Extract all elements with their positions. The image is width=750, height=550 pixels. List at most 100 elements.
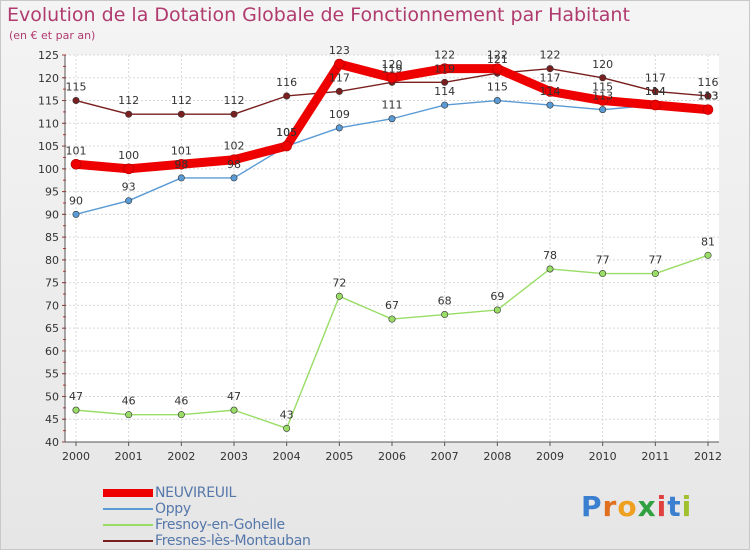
data-label: 101 bbox=[171, 144, 192, 157]
data-point bbox=[72, 97, 80, 105]
data-point bbox=[123, 163, 134, 175]
data-label: 102 bbox=[224, 140, 245, 153]
y-tick-label: 85 bbox=[45, 231, 59, 244]
data-point bbox=[177, 110, 185, 118]
data-label: 90 bbox=[69, 194, 83, 207]
data-label: 122 bbox=[487, 49, 508, 62]
data-label: 69 bbox=[490, 290, 504, 303]
data-point bbox=[704, 92, 712, 100]
data-point bbox=[335, 124, 343, 132]
data-label: 123 bbox=[329, 44, 350, 57]
logo-letter: P bbox=[581, 490, 603, 523]
data-point bbox=[702, 104, 714, 115]
legend-label: NEUVIREUIL bbox=[155, 485, 237, 501]
data-label: 81 bbox=[701, 235, 715, 248]
data-label: 117 bbox=[645, 71, 666, 84]
data-label: 114 bbox=[434, 85, 455, 98]
data-label: 78 bbox=[543, 249, 557, 262]
x-tick-label: 2006 bbox=[378, 450, 406, 463]
data-point bbox=[230, 110, 238, 118]
y-tick-label: 55 bbox=[45, 368, 59, 381]
data-point bbox=[493, 306, 501, 314]
logo-letter: t bbox=[667, 490, 682, 523]
data-point bbox=[650, 99, 661, 111]
data-point bbox=[492, 63, 503, 74]
data-point bbox=[493, 97, 501, 105]
data-label: 109 bbox=[329, 108, 350, 121]
legend-label: Fresnoy-en-Gohelle bbox=[155, 517, 285, 533]
chart-title: Evolution de la Dotation Globale de Fonc… bbox=[7, 4, 630, 26]
data-label: 113 bbox=[698, 90, 719, 103]
y-tick-label: 100 bbox=[38, 163, 59, 176]
data-label: 111 bbox=[382, 99, 403, 112]
y-tick-label: 75 bbox=[45, 277, 59, 290]
data-label: 105 bbox=[276, 126, 297, 139]
data-point bbox=[546, 101, 554, 109]
y-tick-label: 45 bbox=[45, 413, 59, 426]
data-point bbox=[599, 270, 607, 278]
x-tick-label: 2009 bbox=[536, 450, 564, 463]
data-point bbox=[388, 315, 396, 323]
data-point bbox=[335, 292, 343, 300]
logo-letter: x bbox=[637, 490, 657, 523]
data-label: 112 bbox=[171, 94, 192, 107]
data-label: 117 bbox=[540, 71, 561, 84]
data-label: 68 bbox=[438, 295, 452, 308]
data-point bbox=[599, 74, 607, 82]
data-point bbox=[335, 87, 343, 95]
data-label: 72 bbox=[332, 276, 346, 289]
y-tick-label: 110 bbox=[38, 117, 59, 130]
data-point bbox=[72, 210, 80, 218]
data-point bbox=[651, 270, 659, 278]
data-label: 122 bbox=[540, 49, 561, 62]
data-label: 117 bbox=[329, 71, 350, 84]
data-label: 114 bbox=[540, 85, 561, 98]
data-label: 116 bbox=[276, 76, 297, 89]
data-point bbox=[544, 86, 556, 97]
y-tick-label: 65 bbox=[45, 322, 59, 335]
data-point bbox=[283, 92, 291, 100]
data-label: 114 bbox=[645, 85, 666, 98]
data-point bbox=[441, 101, 449, 109]
y-tick-label: 70 bbox=[45, 299, 59, 312]
data-point bbox=[230, 174, 238, 182]
legend-swatch bbox=[103, 524, 153, 526]
data-label: 47 bbox=[69, 390, 83, 403]
data-label: 46 bbox=[122, 395, 136, 408]
y-tick-label: 105 bbox=[38, 140, 59, 153]
data-label: 114 bbox=[645, 85, 666, 98]
legend-swatch bbox=[103, 489, 153, 497]
data-label: 43 bbox=[280, 408, 294, 421]
data-point bbox=[597, 95, 608, 106]
data-label: 122 bbox=[434, 49, 455, 62]
data-point bbox=[281, 140, 292, 152]
data-label: 119 bbox=[382, 62, 403, 75]
data-label: 113 bbox=[592, 90, 613, 103]
legend-label: Oppy bbox=[155, 501, 191, 517]
data-label: 77 bbox=[596, 254, 610, 267]
y-tick-label: 80 bbox=[45, 254, 59, 267]
data-point bbox=[386, 72, 398, 84]
x-tick-label: 2001 bbox=[115, 450, 143, 463]
legend-swatch bbox=[103, 540, 153, 542]
data-label: 112 bbox=[118, 94, 139, 107]
x-tick-label: 2007 bbox=[431, 450, 459, 463]
data-point bbox=[125, 110, 133, 118]
x-tick-label: 2002 bbox=[167, 450, 195, 463]
data-point bbox=[334, 58, 345, 70]
data-label: 100 bbox=[118, 149, 139, 162]
data-label: 105 bbox=[276, 126, 297, 139]
logo-letter: r bbox=[602, 490, 618, 523]
data-label: 120 bbox=[382, 58, 403, 71]
y-tick-label: 40 bbox=[45, 436, 59, 449]
x-tick-label: 2003 bbox=[220, 450, 248, 463]
logo-letter: i bbox=[656, 490, 668, 523]
proxiti-logo: Proxiti bbox=[581, 490, 692, 523]
data-point bbox=[388, 115, 396, 123]
x-tick-label: 2010 bbox=[589, 450, 617, 463]
data-point bbox=[230, 406, 238, 414]
data-point bbox=[177, 174, 185, 182]
data-label: 115 bbox=[592, 81, 613, 94]
